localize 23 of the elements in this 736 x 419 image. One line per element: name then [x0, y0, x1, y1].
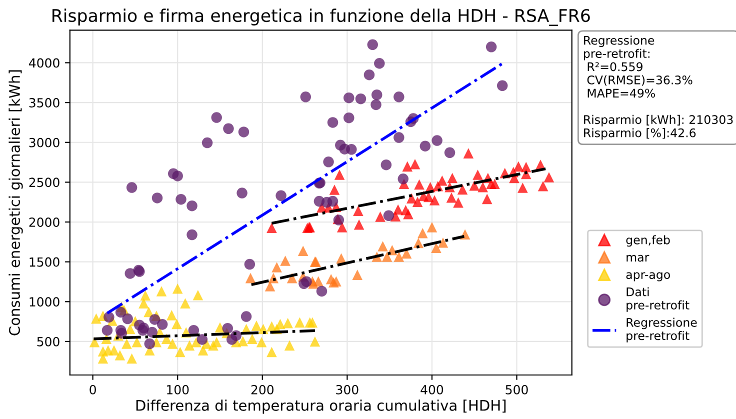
y-tick-label: 1500: [30, 257, 60, 267]
x-tick-label: 0: [90, 384, 96, 394]
x-tick-label: 500: [506, 384, 528, 394]
legend-label: apr-ago: [626, 272, 670, 282]
x-tick-label: 300: [336, 384, 358, 394]
y-tick-label: 2000: [29, 217, 60, 227]
chart-title: Risparmio e firma energetica in funzione della HDH - RSA_FR6: [52, 8, 590, 26]
y-tick-label: 4000: [28, 58, 60, 68]
x-axis-title: Differenza di temperatura oraria cumulativa [HDH]: [136, 400, 506, 414]
legend-label: Regressione pre-retrofit: [626, 318, 697, 342]
y-tick-label: 1000: [30, 297, 60, 307]
legend-label: mar: [626, 254, 650, 262]
x-tick-label: 400: [420, 384, 444, 394]
y-tick-label: 3500: [29, 98, 60, 108]
legend-label: Dati pre-retrofit: [626, 287, 690, 312]
y-tick-label: 2500: [29, 178, 60, 188]
y-tick-label: 3000: [29, 138, 60, 148]
x-tick-label: 200: [251, 384, 274, 394]
y-axis-title: Consumi energetici giornalieri [kWh]: [8, 70, 23, 336]
y-tick-label: 500: [37, 336, 60, 346]
legend-label: gen,feb: [626, 235, 670, 247]
text: Regressione pre-retrofit: R²=0.559 CV(RMSE)=36.3% MAPE=49% Risparmio [kWh]: 210303 Risparmio [%]:42.6: [584, 36, 733, 140]
x-tick-label: 100: [167, 384, 189, 394]
